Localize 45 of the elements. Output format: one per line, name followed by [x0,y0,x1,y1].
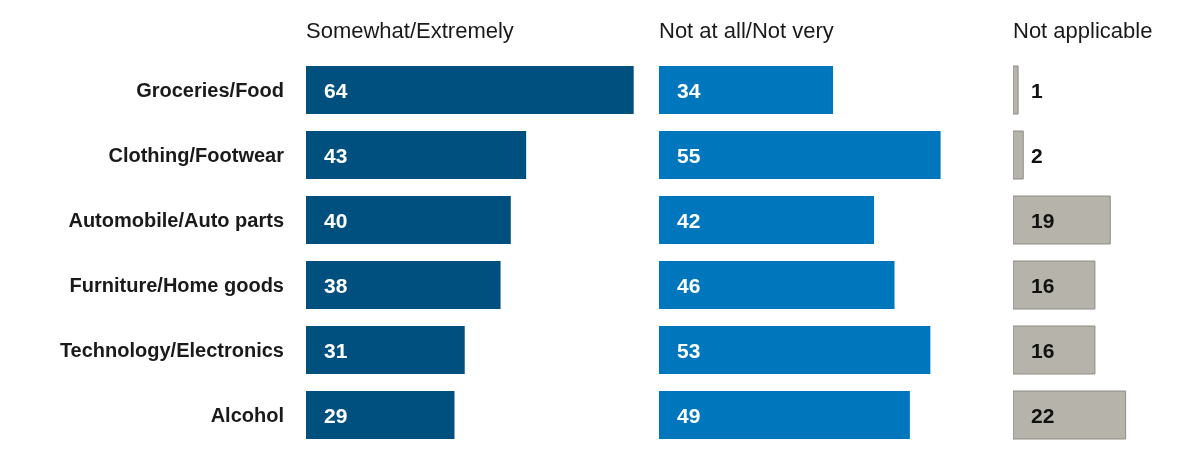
y-tick-label: Technology/Electronics [59,338,284,361]
y-tick-label: Clothing/Footwear [108,143,285,166]
data-label: 64 [324,78,348,102]
data-label: 42 [677,208,701,232]
chart-title: Not applicable [1013,17,1154,45]
data-label: 38 [324,273,348,297]
bar [659,261,895,309]
y-tick-label: Alcohol [210,403,284,426]
data-label: 31 [324,338,348,362]
bar [306,261,501,309]
chart-title: Somewhat/Extremely [305,17,515,45]
bar [306,196,511,244]
bar [306,391,455,439]
bar [659,66,834,114]
data-label: 46 [677,273,701,297]
data-label: 1 [1031,78,1043,102]
data-label: 43 [324,143,348,167]
data-label: 16 [1031,338,1055,362]
bar [659,196,875,244]
bar [1013,65,1019,115]
data-label: 29 [324,403,348,427]
data-label: 2 [1031,143,1043,167]
bar [1013,195,1111,245]
y-tick-label: Automobile/Auto parts [68,208,284,231]
bar [306,66,634,114]
data-label: 22 [1031,403,1055,427]
data-label: 19 [1031,208,1055,232]
chart-title: Not at all/Not very [659,17,835,45]
bar [1013,260,1096,310]
data-label: 34 [677,78,701,102]
data-label: 40 [324,208,348,232]
bar [1013,130,1024,180]
y-tick-label: Furniture/Home goods [69,273,284,296]
bar [659,326,931,374]
y-tick-label: Groceries/Food [136,78,284,101]
bar [306,326,465,374]
bar [306,131,527,179]
bar [659,131,941,179]
data-label: 49 [677,403,701,427]
bar [1013,325,1096,375]
bar [1013,390,1127,440]
data-label: 55 [677,143,701,167]
data-label: 53 [677,338,701,362]
data-label: 16 [1031,273,1055,297]
bar [659,391,910,439]
